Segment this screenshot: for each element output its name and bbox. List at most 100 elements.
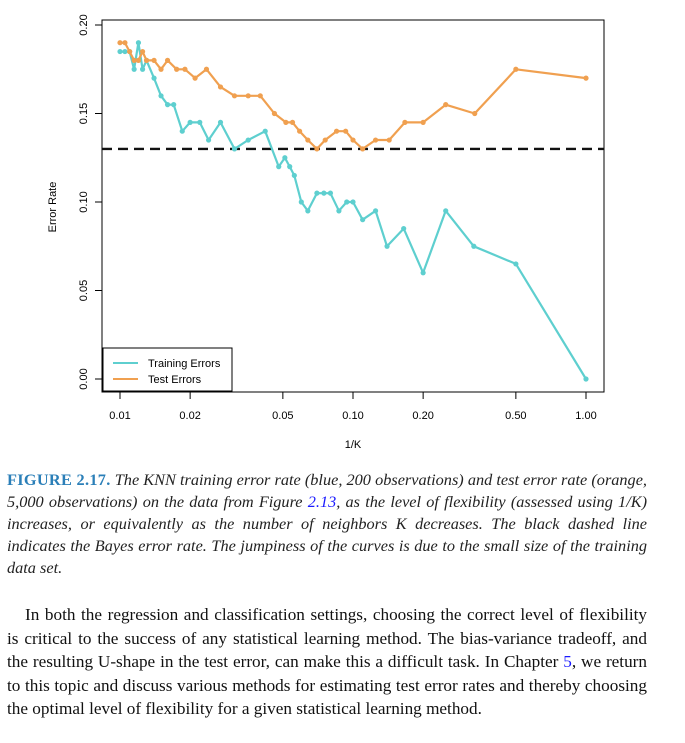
data-point	[583, 376, 589, 382]
data-point	[245, 137, 251, 143]
legend-label-test: Test Errors	[148, 374, 202, 386]
data-point	[139, 48, 146, 55]
data-point	[472, 110, 478, 117]
data-point	[174, 66, 180, 72]
data-point	[305, 137, 311, 143]
data-point	[262, 128, 268, 134]
data-point	[443, 208, 449, 214]
data-point	[217, 84, 224, 90]
caption-text-1: The KNN training error rate (blue, 200 o…	[7, 470, 647, 511]
data-point	[283, 119, 289, 125]
x-tick-label: 0.02	[179, 410, 200, 422]
data-point	[135, 40, 142, 46]
x-tick-label: 0.05	[272, 410, 293, 422]
data-point	[513, 66, 519, 72]
data-point	[321, 190, 327, 196]
data-point	[471, 243, 477, 249]
body-paragraph: In both the regression and classificatio…	[7, 603, 647, 721]
data-point	[420, 270, 426, 276]
data-point	[187, 119, 193, 125]
data-point	[322, 137, 328, 143]
data-point	[289, 119, 296, 125]
data-point	[192, 75, 198, 81]
data-point	[164, 102, 171, 108]
data-point	[122, 48, 128, 55]
y-tick-label: 0.15	[78, 103, 90, 124]
x-tick-label: 1.00	[575, 410, 596, 422]
data-point	[231, 93, 238, 99]
data-point	[245, 93, 251, 99]
x-axis-label: 1/K	[345, 439, 362, 451]
data-point	[297, 128, 303, 134]
y-tick-label: 0.05	[78, 280, 90, 301]
data-point	[402, 119, 408, 125]
data-point	[117, 48, 123, 55]
data-point	[305, 208, 311, 214]
figure-caption: FIGURE 2.17. The KNN training error rate…	[7, 469, 647, 579]
chapter-reference-link[interactable]: 5	[563, 652, 572, 672]
y-axis-label: Error Rate	[47, 182, 59, 233]
x-tick-label: 0.10	[342, 410, 363, 422]
data-point	[443, 102, 449, 108]
data-point	[143, 57, 150, 64]
data-point	[350, 137, 356, 143]
data-point	[131, 57, 137, 64]
data-point	[360, 217, 366, 223]
data-point	[372, 137, 379, 143]
data-point	[179, 128, 185, 134]
knn-error-chart: 0.01 0.02 0.05 0.10 0.20 0.50 1.00 0.00 0.05 0.10…	[47, 14, 605, 451]
legend-label-training: Training Errors	[148, 358, 221, 370]
data-point	[171, 102, 177, 108]
data-point	[583, 75, 589, 81]
data-point	[117, 40, 123, 46]
x-tick-label: 0.50	[505, 410, 526, 422]
caption-text-2: , as the level of flexibility (assessed …	[7, 492, 647, 577]
data-point	[205, 137, 212, 143]
data-point	[164, 57, 171, 64]
data-point	[386, 137, 392, 143]
data-point	[197, 119, 203, 125]
data-point	[314, 146, 320, 152]
plot-frame	[101, 19, 605, 393]
data-point	[327, 190, 334, 196]
data-point	[151, 75, 157, 81]
data-point	[282, 155, 288, 161]
data-point	[513, 261, 519, 267]
series-line-1	[120, 41, 587, 150]
body-text-1: In both the regression and classificatio…	[7, 605, 647, 672]
series-line-0	[120, 41, 587, 380]
data-point	[291, 172, 297, 179]
data-point	[122, 40, 128, 46]
figure-reference-link[interactable]: 2.13	[307, 492, 337, 511]
y-tick-label: 0.20	[78, 14, 90, 35]
data-point	[276, 164, 282, 170]
data-point	[151, 57, 157, 64]
data-point	[343, 128, 349, 134]
data-point	[344, 199, 350, 205]
data-point	[372, 208, 379, 214]
y-tick-label: 0.10	[78, 191, 90, 212]
data-point	[131, 66, 137, 72]
data-point	[420, 119, 426, 125]
data-point	[314, 190, 320, 196]
data-point	[217, 119, 224, 125]
data-point	[158, 93, 164, 99]
data-point	[158, 66, 164, 72]
data-point	[231, 146, 238, 152]
legend: Training Errors Test Errors	[102, 347, 233, 392]
figure-label: FIGURE 2.17.	[7, 470, 111, 489]
data-point	[257, 93, 263, 99]
data-point	[336, 208, 342, 214]
data-point	[127, 48, 133, 55]
data-point	[360, 146, 366, 152]
x-tick-label: 0.01	[109, 410, 130, 422]
data-point	[203, 66, 210, 72]
data-point	[350, 199, 356, 205]
data-point	[333, 128, 340, 134]
data-point	[298, 199, 304, 205]
data-point	[287, 164, 293, 170]
y-tick-label: 0.00	[78, 368, 90, 389]
data-point	[139, 66, 146, 72]
data-point	[271, 110, 278, 117]
data-point	[182, 66, 188, 72]
